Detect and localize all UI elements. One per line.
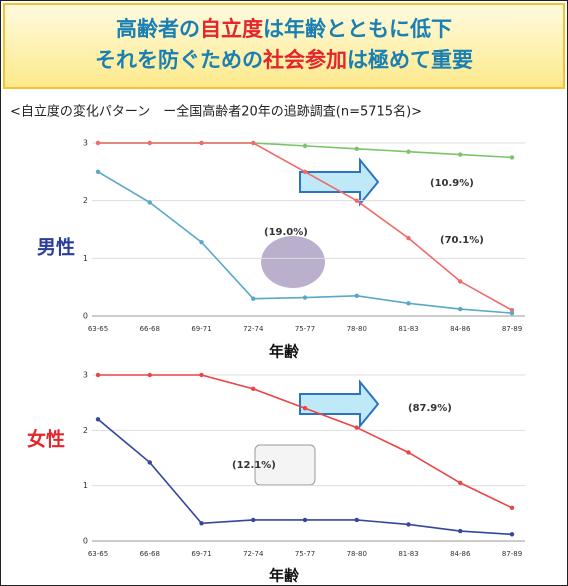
x-tick-label: 87-89 [502,550,522,558]
x-tick-label: 72-74 [243,325,264,333]
x-axis-label: 年齢 [269,343,300,361]
x-tick-label: 63-65 [88,325,108,333]
data-point [458,279,463,284]
data-point [302,143,308,149]
data-point [251,386,256,392]
x-tick-label: 84-86 [450,325,471,333]
title-segment: それを防ぐための [95,48,263,72]
series-label: (12.1%) [232,460,276,471]
data-point [199,372,204,378]
x-tick-label: 69-71 [191,325,211,333]
data-point [147,460,152,465]
data-point [199,521,204,526]
title-segment: は極めて重要 [347,48,473,72]
series-label: (19.0%) [264,227,308,238]
data-point [509,310,515,316]
data-point [302,406,308,411]
x-tick-label: 66-68 [140,325,160,333]
chart-label: 女性 [27,428,65,451]
data-point [147,200,152,205]
y-tick-label: 1 [83,481,88,490]
series-label: (87.9%) [408,403,452,414]
data-point [509,155,515,160]
illustration [254,444,316,486]
y-tick-label: 2 [83,196,88,205]
data-point [302,169,308,175]
y-tick-label: 1 [83,254,88,263]
title-segment: 高齢者の [116,17,200,41]
data-point [354,425,359,430]
y-tick-label: 3 [83,139,88,148]
data-point [354,293,359,299]
data-point [406,522,411,527]
title-segment: 社会参加 [262,48,347,72]
data-point [354,146,359,151]
data-point [251,140,256,146]
arrow [299,379,380,429]
data-point [199,140,204,146]
y-tick-label: 0 [83,537,88,546]
illustration [261,236,325,288]
data-point [95,372,101,378]
data-point [458,480,463,486]
data-point [406,450,411,455]
x-tick-label: 78-80 [347,325,367,333]
data-point [251,517,256,523]
header-box [3,3,565,89]
series-label: (10.9%) [430,178,474,189]
y-tick-label: 2 [83,426,88,435]
data-point [95,169,101,175]
data-point [458,152,463,157]
data-point [406,149,411,154]
data-point [302,517,308,523]
data-point [354,198,359,203]
data-point [406,301,411,306]
title-line: 高齢者の自立度は年齢とともに低下 [116,17,452,41]
y-tick-label: 0 [83,312,88,321]
title-segment: は年齢とともに低下 [263,17,452,41]
x-tick-label: 78-80 [347,550,367,558]
x-tick-label: 72-74 [243,550,264,558]
x-tick-label: 66-68 [140,550,160,558]
data-point [95,417,101,422]
data-point [354,517,359,523]
data-point [95,140,101,146]
arrow [299,157,380,207]
series-label: (70.1%) [440,235,484,246]
x-tick-label: 84-86 [450,550,471,558]
x-tick-label: 87-89 [502,325,522,333]
data-point [509,505,515,510]
x-tick-label: 81-83 [398,325,418,333]
x-tick-label: 63-65 [88,550,108,558]
data-point [406,235,411,241]
x-axis-label: 年齢 [269,567,300,585]
data-point [509,532,515,537]
title-segment: 自立度 [200,17,263,41]
x-tick-label: 81-83 [398,550,418,558]
y-tick-label: 3 [83,371,88,380]
data-point [199,239,204,245]
x-tick-label: 75-77 [295,550,315,558]
x-tick-label: 69-71 [191,550,211,558]
x-tick-label: 75-77 [295,325,315,333]
data-point [458,306,463,312]
chart-label: 男性 [37,236,75,259]
data-point [147,140,152,146]
subtitle: <自立度の変化パターン ー全国高齢者20年の追跡調査(n=5715名)> [10,104,422,120]
data-point [458,528,463,534]
data-point [147,372,152,378]
data-point [251,296,256,301]
title-line: それを防ぐための社会参加は極めて重要 [95,48,473,72]
data-point [302,295,308,300]
